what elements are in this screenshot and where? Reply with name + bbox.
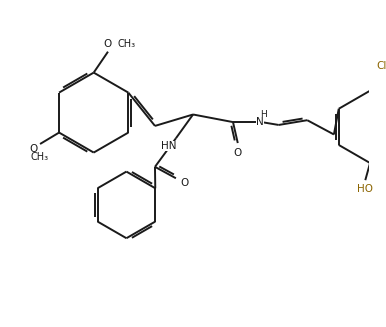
Text: O: O [29,144,37,154]
Text: HN: HN [161,141,176,151]
Text: O: O [234,147,242,158]
Text: Cl: Cl [377,61,386,71]
Text: CH₃: CH₃ [31,152,49,162]
Text: H: H [260,110,267,119]
Text: HO: HO [357,184,373,194]
Text: CH₃: CH₃ [117,39,135,49]
Text: O: O [181,178,189,188]
Text: N: N [256,117,264,127]
Text: O: O [104,39,112,49]
